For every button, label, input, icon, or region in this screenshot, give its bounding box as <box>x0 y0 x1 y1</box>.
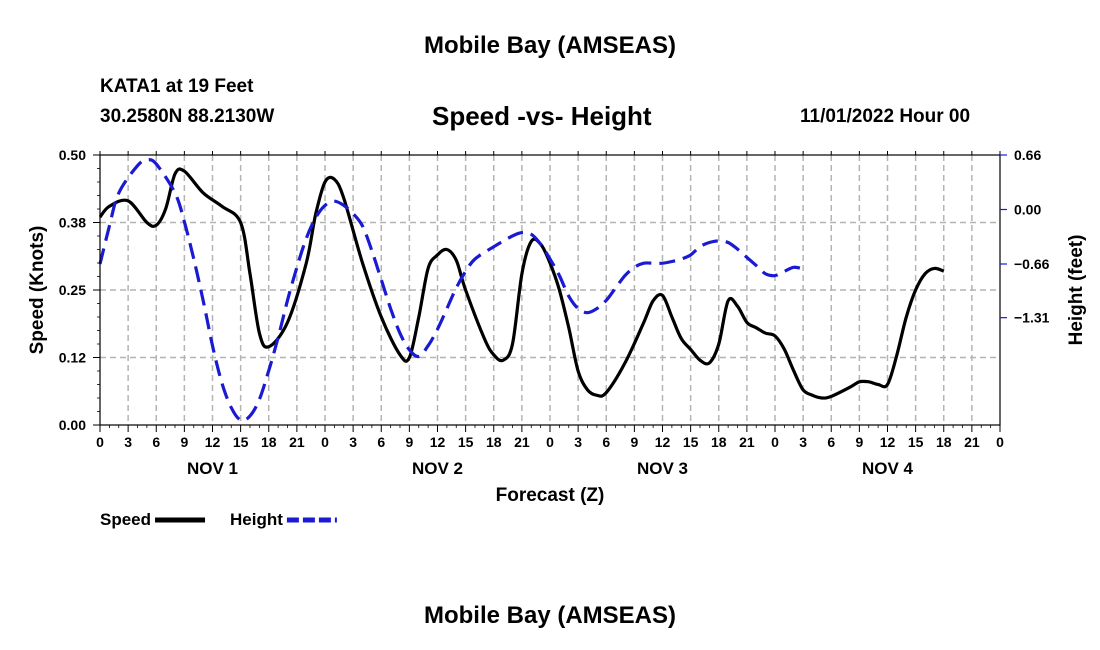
y-left-tick-label: 0.12 <box>59 350 86 366</box>
x-tick-label: 6 <box>827 434 835 450</box>
x-tick-label: 12 <box>880 434 896 450</box>
x-tick-label: 18 <box>711 434 727 450</box>
x-axis-title: Forecast (Z) <box>496 485 605 506</box>
day-label: NOV 3 <box>637 459 688 478</box>
x-tick-label: 12 <box>655 434 671 450</box>
speed-series-line <box>98 167 945 400</box>
x-tick-label: 18 <box>486 434 502 450</box>
x-tick-label: 15 <box>908 434 924 450</box>
x-tick-label: 9 <box>855 434 863 450</box>
x-tick-label: 3 <box>349 434 357 450</box>
x-tick-label: 0 <box>546 434 554 450</box>
x-tick-label: 15 <box>458 434 474 450</box>
y-right-tick-label: 0.00 <box>1014 201 1041 217</box>
x-tick-label: 15 <box>683 434 699 450</box>
y-axis-right-title: Height (feet) <box>1066 235 1087 346</box>
x-tick-label: 21 <box>739 434 755 450</box>
axes: 0 3 6 9 12 15 18 21 0 3 6 9 12 15 18 21 0 3 6 9 12 15 18 21 0 3 6 9… <box>59 147 1050 478</box>
x-tick-label: 15 <box>233 434 249 450</box>
legend-label-height: Height <box>230 510 283 529</box>
x-tick-label: 6 <box>602 434 610 450</box>
x-tick-label: 0 <box>96 434 104 450</box>
x-tick-label: 0 <box>996 434 1004 450</box>
x-tick-label: 0 <box>321 434 329 450</box>
day-label: NOV 4 <box>862 459 914 478</box>
y-right-tick-label: −0.66 <box>1014 256 1050 272</box>
x-tick-label: 3 <box>799 434 807 450</box>
day-label: NOV 1 <box>187 459 238 478</box>
x-tick-label: 9 <box>630 434 638 450</box>
y-right-tick-label: 0.66 <box>1014 147 1041 163</box>
height-series-line <box>98 158 804 423</box>
y-left-tick-label: 0.25 <box>59 282 86 298</box>
y-right-tick-label: −1.31 <box>1014 310 1050 326</box>
legend: Speed Height <box>100 510 337 529</box>
station-coordinates: 30.2580N 88.2130W <box>100 106 275 127</box>
x-tick-label: 6 <box>152 434 160 450</box>
legend-label-speed: Speed <box>100 510 151 529</box>
chart-title-repeat: Mobile Bay (AMSEAS) <box>423 602 677 629</box>
x-tick-label: 0 <box>771 434 779 450</box>
x-tick-label: 18 <box>261 434 277 450</box>
x-tick-label: 9 <box>405 434 413 450</box>
y-left-tick-label: 0.38 <box>59 215 86 231</box>
y-left-tick-label: 0.50 <box>59 147 86 163</box>
series <box>98 158 945 423</box>
x-tick-label: 21 <box>964 434 980 450</box>
day-label: NOV 2 <box>412 459 463 478</box>
x-tick-label: 12 <box>430 434 446 450</box>
station-label: KATA1 at 19 Feet <box>100 76 254 97</box>
x-tick-label: 3 <box>124 434 132 450</box>
x-tick-label: 18 <box>936 434 952 450</box>
chart-subtitle: Speed -vs- Height <box>432 101 652 131</box>
x-tick-label: 21 <box>514 434 530 450</box>
x-tick-label: 6 <box>377 434 385 450</box>
chart-title: Mobile Bay (AMSEAS) <box>423 32 677 59</box>
y-left-tick-label: 0.00 <box>59 417 86 433</box>
x-tick-label: 21 <box>289 434 305 450</box>
y-axis-left-title: Speed (Knots) <box>27 226 48 355</box>
x-tick-label: 9 <box>180 434 188 450</box>
forecast-datetime: 11/01/2022 Hour 00 <box>800 106 971 127</box>
grid <box>100 155 1000 425</box>
x-tick-label: 3 <box>574 434 582 450</box>
x-tick-label: 12 <box>205 434 221 450</box>
